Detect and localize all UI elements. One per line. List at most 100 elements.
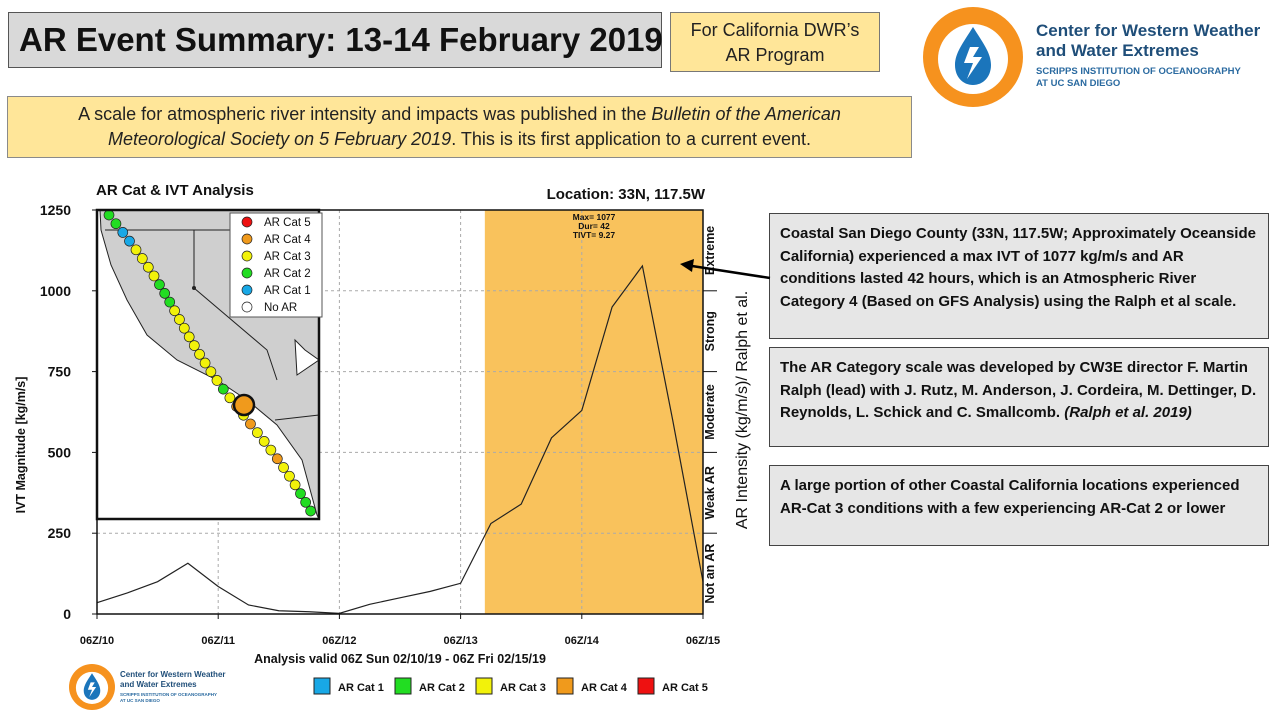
x-tick-label-4: 06Z/14 bbox=[565, 635, 600, 647]
y-tick-label-0: 0 bbox=[63, 606, 71, 622]
series-line-ivt bbox=[96, 264, 704, 614]
map-point bbox=[278, 462, 289, 473]
logo-line-2: and Water Extremes bbox=[1036, 41, 1199, 60]
x-tick-label-2: 06Z/12 bbox=[322, 635, 356, 647]
intro-line-1: A scale for atmospheric river intensity … bbox=[8, 102, 911, 127]
inset-map-border-east bbox=[193, 230, 278, 381]
logo-line-3: SCRIPPS INSTITUTION OF OCEANOGRAPHY bbox=[1036, 66, 1241, 77]
map-point bbox=[159, 288, 171, 299]
x-tick-label-5: 06Z/15 bbox=[686, 635, 720, 647]
map-point bbox=[199, 357, 211, 369]
bottom-legend-swatch-1 bbox=[394, 677, 412, 695]
bottom-legend-swatch-3 bbox=[556, 677, 574, 695]
map-point bbox=[211, 375, 223, 386]
map-point bbox=[154, 279, 165, 290]
chart-location: Location: 33N, 117.5W bbox=[547, 186, 706, 203]
map-point bbox=[194, 348, 205, 360]
map-point bbox=[136, 253, 148, 264]
bottom-legend-label-3: AR Cat 4 bbox=[581, 682, 628, 694]
ivt-chart: AR Cat 5 AR Cat 4 AR Cat 3 AR Cat 2 AR Cat 1… bbox=[14, 182, 751, 695]
map-point bbox=[271, 453, 283, 465]
intro-text-2: . This is its first application to a cur… bbox=[451, 129, 812, 149]
x-tick-label-3: 06Z/13 bbox=[443, 635, 477, 647]
small-logo-line-3: SCRIPPS INSTITUTION OF OCEANOGRAPHY bbox=[120, 692, 218, 697]
title-box: AR Event Summary: 13-14 February 2019 bbox=[8, 12, 663, 68]
map-point bbox=[300, 496, 312, 508]
intro-italic-2: Meteorological Society on 5 February 201… bbox=[107, 129, 452, 149]
program-box: For California DWR’s AR Program bbox=[670, 12, 880, 72]
bottom-legend-label-1: AR Cat 2 bbox=[419, 682, 465, 694]
map-point bbox=[289, 479, 301, 491]
ar-conditions-window bbox=[484, 210, 703, 614]
cw3e-small-logo-icon bbox=[69, 664, 115, 710]
map-point bbox=[183, 331, 195, 343]
map-point bbox=[205, 366, 217, 378]
map-point bbox=[284, 470, 295, 482]
bottom-legend-swatch-2 bbox=[475, 677, 493, 695]
x-tick-label-1: 06Z/11 bbox=[201, 635, 235, 647]
category-label-strong: Strong bbox=[703, 311, 717, 351]
inset-legend-marker-2 bbox=[241, 250, 253, 262]
page-title: AR Event Summary: 13-14 February 2019 bbox=[19, 21, 663, 58]
inset-legend-label-5: No AR bbox=[264, 302, 297, 314]
inset-legend-marker-0 bbox=[241, 216, 253, 228]
small-logo-line-1: Center for Western Weather bbox=[120, 670, 226, 679]
note-scale-authors: The AR Category scale was developed by C… bbox=[769, 347, 1269, 447]
map-point bbox=[130, 244, 142, 256]
bottom-legend-label-0: AR Cat 1 bbox=[338, 682, 384, 694]
map-point bbox=[110, 218, 122, 230]
note-coastal-california-text: A large portion of other Coastal Califor… bbox=[780, 477, 1240, 517]
bottom-legend-swatch-4 bbox=[637, 677, 655, 695]
map-location-marker bbox=[232, 393, 256, 417]
intro-italic-1: Bulletin of the American bbox=[651, 104, 841, 124]
note-max-ivt: Coastal San Diego County (33N, 117.5W; A… bbox=[769, 213, 1269, 339]
inset-legend-marker-4 bbox=[241, 284, 253, 296]
y-tick-label-4: 1000 bbox=[40, 283, 71, 299]
inset-legend-label-1: AR Cat 4 bbox=[264, 234, 311, 246]
plot-frame bbox=[96, 209, 704, 615]
map-point bbox=[245, 418, 256, 430]
logo-line-1: Center for Western Weather bbox=[1036, 21, 1261, 40]
category-label-moderate: Moderate bbox=[703, 384, 717, 440]
annotation-dur: Dur= 42 bbox=[578, 221, 610, 231]
map-point bbox=[169, 305, 180, 317]
map-point bbox=[103, 209, 115, 221]
bottom-legend-label-2: AR Cat 3 bbox=[500, 682, 546, 694]
annotation-max: Max= 1077 bbox=[573, 212, 616, 222]
y-tick-label-2: 500 bbox=[48, 444, 72, 460]
map-reference-point bbox=[192, 286, 196, 290]
inset-legend-box bbox=[229, 212, 323, 318]
inset-legend-label-3: AR Cat 2 bbox=[264, 268, 311, 280]
x-tick-label-0: 06Z/10 bbox=[80, 635, 114, 647]
map-point bbox=[148, 270, 160, 282]
y-tick-label-1: 250 bbox=[48, 525, 72, 541]
program-line-2: AR Program bbox=[725, 45, 825, 65]
y-axis-label: IVT Magnitude [kg/m/s] bbox=[14, 377, 28, 514]
y-tick-label-3: 750 bbox=[48, 364, 72, 380]
intro-line-2: Meteorological Society on 5 February 201… bbox=[8, 127, 911, 152]
inset-map-border-mexico bbox=[274, 414, 320, 421]
note-citation: (Ralph et al. 2019) bbox=[1064, 404, 1192, 421]
map-point bbox=[258, 436, 270, 447]
map-point bbox=[142, 261, 154, 273]
map-point bbox=[252, 427, 263, 438]
category-label-extreme: Extreme bbox=[703, 226, 717, 275]
bottom-legend-swatch-0 bbox=[313, 677, 331, 695]
map-point bbox=[178, 322, 190, 334]
category-label-not-an-ar: Not an AR bbox=[703, 544, 717, 604]
inset-legend-label-4: AR Cat 1 bbox=[264, 285, 311, 297]
y-tick-label-5: 1250 bbox=[40, 202, 71, 218]
map-point bbox=[217, 383, 229, 395]
inset-legend-label-0: AR Cat 5 bbox=[264, 217, 311, 229]
map-point bbox=[174, 314, 185, 325]
map-point bbox=[295, 488, 306, 499]
annotation-tivt: TIVT= 9.27 bbox=[573, 230, 616, 240]
map-point bbox=[188, 340, 200, 351]
inset-legend-marker-5 bbox=[241, 301, 253, 313]
cw3e-logo-icon bbox=[923, 7, 1023, 107]
category-label-weak-ar: Weak AR bbox=[703, 466, 717, 520]
map-point bbox=[124, 235, 135, 247]
small-logo-line-2: and Water Extremes bbox=[120, 680, 197, 689]
note-coastal-california: A large portion of other Coastal Califor… bbox=[769, 465, 1269, 546]
map-point bbox=[224, 392, 236, 404]
